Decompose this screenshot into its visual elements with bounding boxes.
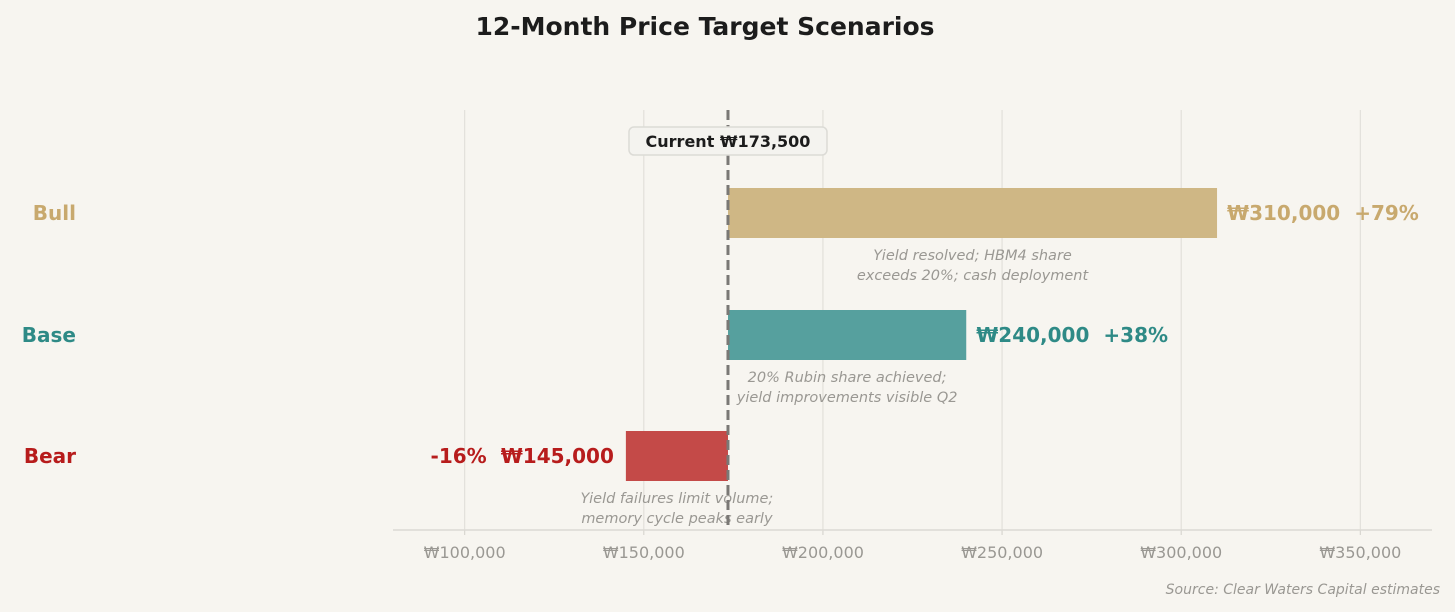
change-percent: -16% [431,444,487,468]
category-label-base: Base [22,323,76,347]
scenario-note: memory cycle peaks early [581,511,773,527]
target-value: ₩240,000 [976,323,1089,347]
bar-bull [727,188,1218,238]
current-price-marker: Current ₩173,500 [628,110,828,530]
change-percent: +79% [1354,201,1419,225]
current-price-label-box [628,126,828,156]
x-tick-label: ₩150,000 [603,543,685,562]
scenario-note: Yield resolved; HBM4 share [873,248,1072,264]
x-axis: ₩100,000 ₩150,000 ₩200,000 ₩250,000 ₩300,000… [393,529,1432,562]
x-tick-label: ₩300,000 [1140,543,1222,562]
scenario-note: yield improvements visible Q2 [736,390,958,406]
value-label: ₩240,000 +38% [976,323,1168,347]
target-value: ₩310,000 [1227,201,1340,225]
category-label-bear: Bear [24,444,76,468]
scenario-note: 20% Rubin share achieved; [748,370,947,386]
scenario-note: Yield failures limit volume; [581,491,774,507]
bar-base [727,310,967,360]
bars: Bull ₩310,000 +79% Yield resolved; HBM4 sha… [22,188,1419,527]
scenario-note: exceeds 20%; cash deployment [857,268,1090,284]
source-note: Source: Clear Waters Capital estimates [1166,582,1440,598]
chart-title: 12-Month Price Target Scenarios [475,12,934,41]
x-tick-label: ₩200,000 [782,543,864,562]
category-label-bull: Bull [33,201,76,225]
change-percent: +38% [1103,323,1168,347]
current-price-label: Current ₩173,500 [646,132,811,151]
x-tick-label: ₩350,000 [1319,543,1401,562]
target-value: ₩145,000 [501,444,614,468]
x-tick-label: ₩250,000 [961,543,1043,562]
value-label: ₩310,000 +79% [1227,201,1419,225]
x-tick-label: ₩100,000 [424,543,506,562]
value-label: -16% ₩145,000 [431,444,614,468]
bar-bear [625,431,728,481]
